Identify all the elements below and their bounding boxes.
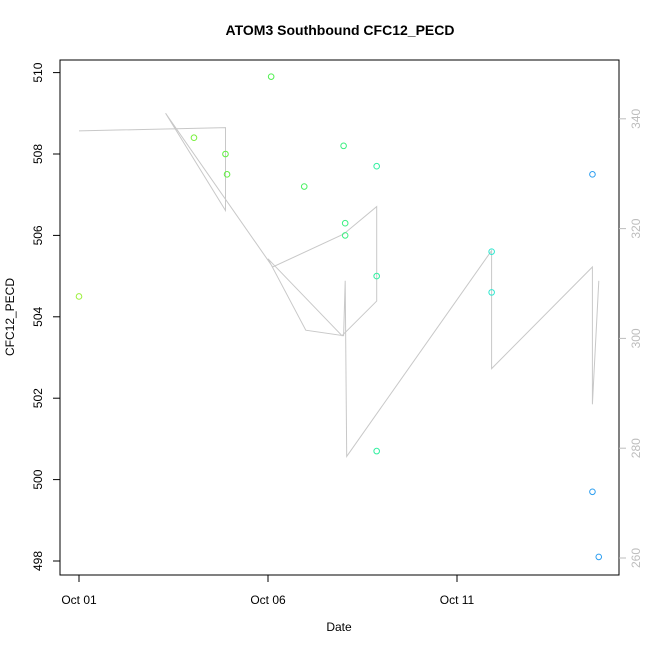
data-point [223,171,231,178]
data-point [341,219,349,227]
plot-frame [59,59,620,576]
data-point [267,73,275,80]
data-point [373,162,380,170]
data-point [300,183,308,190]
y-tick-label: 506 [31,225,45,245]
data-point [589,488,596,496]
chart-title: ATOM3 Southbound CFC12_PECD [226,22,455,38]
y2-tick-label: 340 [629,108,643,128]
y-axis-label: CFC12_PECD [3,278,17,356]
data-point [595,553,603,561]
x-tick-label: Oct 11 [440,593,475,607]
y-tick-label: 508 [31,144,45,164]
data-point [340,142,347,150]
data-point [373,272,380,280]
axes: Oct 01 Oct 06 Oct 11 498 500 502 504 506 508 510 2… [31,62,643,607]
y-tick-label: 500 [31,469,45,489]
y-tick-label: 498 [31,551,45,571]
data-point [75,293,83,300]
data-point [222,150,229,158]
x-tick-label: Oct 01 [61,593,97,607]
data-point [190,134,198,142]
x-axis-label: Date [326,620,352,634]
line-series-path [78,113,600,458]
data-point [488,248,495,255]
y-tick-label: 510 [31,62,45,82]
data-point [373,447,380,455]
y2-tick-label: 260 [629,548,643,568]
line-series [78,113,600,458]
y2-tick-label: 280 [629,438,643,458]
data-points [75,73,603,561]
y-tick-label: 504 [31,306,45,326]
data-point [488,289,495,296]
y2-tick-label: 320 [629,218,643,238]
x-tick-label: Oct 06 [250,593,286,607]
y-tick-label: 502 [31,388,45,408]
data-point [589,171,596,178]
data-point [341,232,349,239]
y2-tick-label: 300 [629,328,643,348]
